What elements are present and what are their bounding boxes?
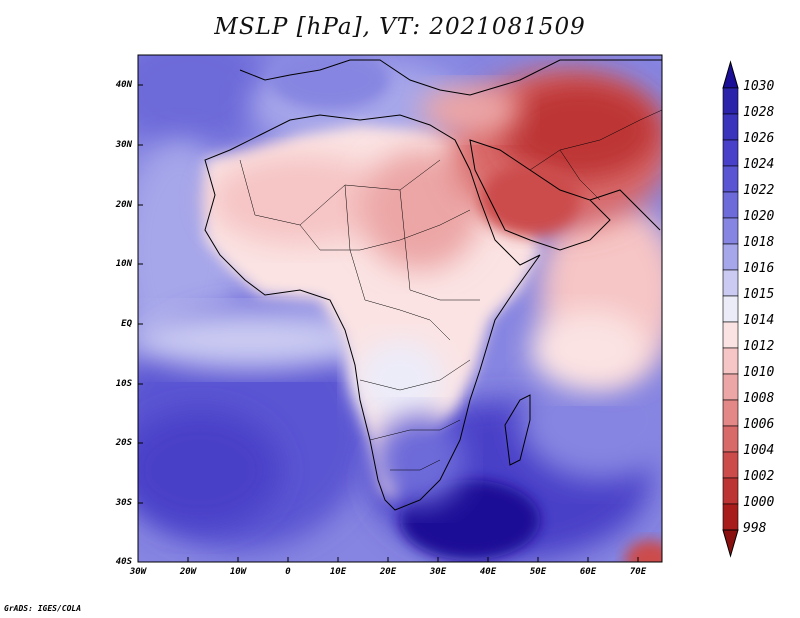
colorbar-swatch: [722, 113, 739, 141]
colorbar-level-label: 1008: [743, 391, 775, 406]
colorbar-level-label: 1000: [743, 495, 775, 510]
border-line: [359, 359, 471, 391]
colorbar-level-label: 1006: [743, 417, 775, 432]
colorbar-level-label: 1002: [743, 469, 775, 484]
axis-ticks: [137, 84, 639, 563]
colorbar-level-label: 1018: [743, 235, 775, 250]
border-line: [299, 209, 471, 251]
pressure-field: [138, 55, 662, 562]
y-tick-label: 20S: [115, 438, 132, 448]
equatorial-band: [138, 310, 370, 370]
colorbar-level-label: 998: [743, 521, 767, 536]
colorbar-swatch: [722, 217, 739, 245]
border-line: [344, 184, 366, 301]
x-tick-label: 10E: [329, 567, 347, 577]
x-tick-label: 30W: [129, 567, 147, 577]
southern-africa-high: [375, 415, 465, 505]
coastlines: [204, 59, 662, 511]
y-tick-label: EQ: [121, 319, 132, 329]
x-tick-label: 40E: [479, 567, 497, 577]
y-tick-label: 30S: [115, 498, 132, 508]
map-frame: [137, 54, 663, 563]
colorbar-arrow-top: [722, 60, 739, 89]
colorbar-level-label: 1014: [743, 313, 775, 328]
colorbar-level-label: 1030: [743, 79, 775, 94]
colorbar-swatch: [722, 347, 739, 375]
x-tick-label: 20W: [179, 567, 197, 577]
colorbar-swatch: [722, 165, 739, 193]
colorbar-swatch: [722, 269, 739, 297]
colorbar-level-label: 1010: [743, 365, 775, 380]
africa-coastline: [204, 114, 541, 511]
border-line: [529, 109, 662, 171]
europe-high-core: [270, 55, 390, 110]
iran-coastline: [589, 189, 661, 231]
colorbar-level-label: 1004: [743, 443, 775, 458]
colorbar-level-label: 1015: [743, 287, 775, 302]
colorbar-level-label: 1022: [743, 183, 775, 198]
colorbar-swatch: [722, 295, 739, 323]
y-tick-label: 40N: [115, 80, 132, 90]
border-line: [399, 189, 480, 301]
map-title: MSLP [hPa], VT: 2021081509: [214, 14, 586, 40]
colorbar-level-label: 1020: [743, 209, 775, 224]
indian-ocean-east: [520, 360, 662, 480]
colorbar: [722, 60, 739, 558]
sudan-low: [360, 150, 480, 270]
x-tick-label: 10W: [229, 567, 247, 577]
x-tick-label: 60E: [579, 567, 597, 577]
colorbar-swatch: [722, 399, 739, 427]
border-line: [239, 159, 441, 226]
levant-low: [420, 85, 520, 135]
heat-low-core: [500, 80, 660, 180]
colorbar-level-label: 1012: [743, 339, 775, 354]
colorbar-swatch: [722, 503, 739, 531]
southeast-low: [625, 540, 662, 562]
border-line: [559, 149, 601, 201]
colorbar-swatch: [722, 87, 739, 115]
colorbar-swatch: [722, 321, 739, 349]
colorbar-swatch: [722, 425, 739, 453]
sahara-low: [210, 155, 390, 245]
border-line: [369, 419, 461, 441]
y-tick-label: 30N: [115, 140, 132, 150]
colorbar-level-label: 1028: [743, 105, 775, 120]
y-tick-label: 10S: [115, 379, 132, 389]
colorbar-swatch: [722, 191, 739, 219]
colorbar-level-label: 1016: [743, 261, 775, 276]
border-line: [390, 459, 441, 471]
x-tick-label: 20E: [379, 567, 397, 577]
arabia-low: [480, 165, 580, 235]
colorbar-level-label: 1024: [743, 157, 775, 172]
country-borders: [239, 109, 662, 471]
y-tick-label: 20N: [115, 200, 132, 210]
x-tick-label: 70E: [629, 567, 647, 577]
y-tick-label: 10N: [115, 259, 132, 269]
y-tick-label: 40S: [115, 557, 132, 567]
atlantic-high-north: [138, 55, 270, 150]
colorbar-swatch: [722, 139, 739, 167]
southern-africa-transition: [355, 340, 445, 420]
colorbar-swatch: [722, 477, 739, 505]
footer-credit: GrADS: IGES/COLA: [4, 604, 82, 613]
x-tick-label: 30E: [429, 567, 447, 577]
south-atlantic-core: [138, 410, 280, 530]
x-tick-label: 50E: [529, 567, 547, 577]
border-line: [364, 299, 451, 341]
europe-coastline: [239, 59, 662, 96]
colorbar-swatch: [722, 373, 739, 401]
colorbar-arrow-bottom: [722, 529, 739, 558]
colorbar-swatch: [722, 451, 739, 479]
colorbar-swatch: [722, 243, 739, 271]
madagascar-coastline: [504, 394, 531, 466]
x-tick-label: 0: [285, 567, 291, 577]
indian-ocean-mid: [530, 310, 650, 390]
colorbar-level-label: 1026: [743, 131, 775, 146]
